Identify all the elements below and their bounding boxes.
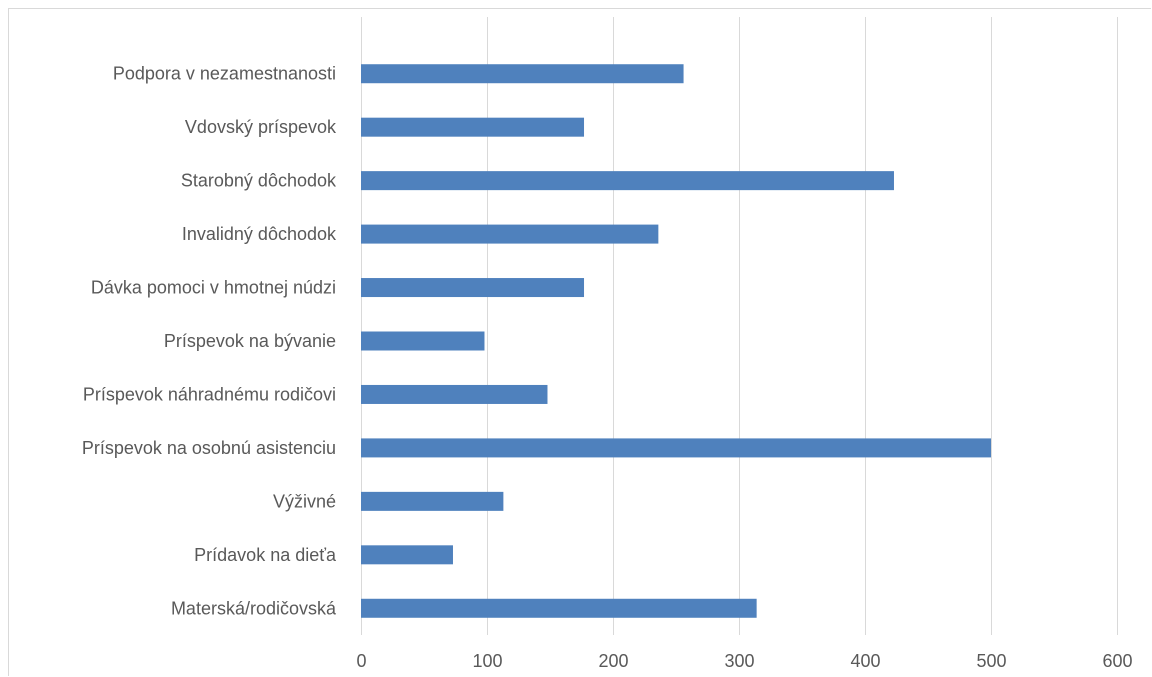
bar: [361, 545, 453, 565]
chart-frame: Podpora v nezamestnanosti Vdovský príspev…: [8, 8, 1151, 676]
category-label: Výživné: [273, 491, 336, 511]
bar: [361, 224, 659, 244]
category-label: Materská/rodičovská: [171, 598, 337, 618]
bar: [361, 384, 548, 404]
x-tick-label: 0: [356, 651, 366, 671]
bar: [361, 117, 585, 137]
x-tick-label: 600: [1102, 651, 1132, 671]
category-label: Podpora v nezamestnanosti: [113, 64, 336, 84]
category-labels: Podpora v nezamestnanosti Vdovský príspev…: [82, 64, 337, 619]
x-tick-label: 300: [724, 651, 754, 671]
x-tick-label: 400: [850, 651, 880, 671]
x-tick-label: 100: [472, 651, 502, 671]
x-axis-tick-labels: 0 100 200 300 400 500 600: [356, 651, 1132, 671]
bars: [361, 64, 991, 618]
bar: [361, 438, 991, 458]
bar: [361, 278, 585, 298]
bar: [361, 331, 485, 351]
category-label: Príspevok na bývanie: [164, 331, 336, 351]
bar-chart: Podpora v nezamestnanosti Vdovský príspev…: [82, 17, 1133, 671]
category-label: Príspevok náhradnému rodičovi: [83, 384, 336, 404]
bar: [361, 64, 684, 84]
category-label: Vdovský príspevok: [185, 117, 337, 137]
category-label: Prídavok na dieťa: [194, 545, 337, 565]
bar: [361, 598, 757, 618]
category-label: Príspevok na osobnú asistenciu: [82, 438, 336, 458]
bar: [361, 171, 894, 191]
category-label: Dávka pomoci v hmotnej núdzi: [91, 278, 336, 298]
bar: [361, 491, 504, 511]
x-tick-label: 200: [598, 651, 628, 671]
category-label: Starobný dôchodok: [181, 171, 337, 191]
grid-lines: [361, 17, 1118, 635]
x-tick-label: 500: [976, 651, 1006, 671]
category-label: Invalidný dôchodok: [182, 224, 337, 244]
